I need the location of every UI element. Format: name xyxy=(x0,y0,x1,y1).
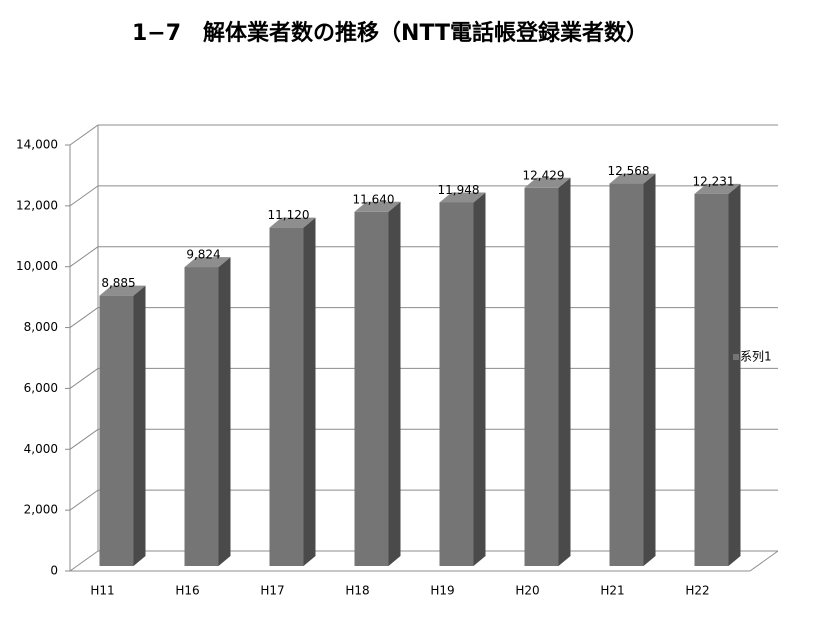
y-tick-label: 12,000 xyxy=(16,198,58,212)
bar-front xyxy=(694,193,729,567)
grid-line-diagonal xyxy=(69,124,99,146)
y-tick-label: 2,000 xyxy=(24,503,58,517)
y-tick-label: 8,000 xyxy=(24,320,58,334)
y-tick-label: 4,000 xyxy=(24,442,58,456)
chart-title: 1−7 解体業者数の推移（NTT電話帳登録業者数） xyxy=(132,20,648,46)
bar-top xyxy=(524,177,571,188)
bar-front xyxy=(99,295,134,566)
bar xyxy=(439,192,486,566)
bar-side xyxy=(558,177,571,566)
bar-top xyxy=(184,257,231,268)
grid-line-diagonal xyxy=(69,185,99,207)
grid-line-diagonal xyxy=(69,307,99,328)
bar-front xyxy=(524,187,559,566)
x-tick-label: H20 xyxy=(515,584,539,598)
bar-side xyxy=(728,183,741,567)
y-tick-label: 14,000 xyxy=(16,138,58,152)
bar xyxy=(524,177,571,566)
bar xyxy=(354,201,401,566)
bar-side xyxy=(643,173,656,566)
data-label: 11,120 xyxy=(268,208,310,222)
bar-side xyxy=(133,285,146,566)
y-tick-label: 6,000 xyxy=(24,381,58,395)
grid-line-diagonal xyxy=(69,428,99,450)
x-tick-label: H18 xyxy=(345,584,369,598)
floor-right xyxy=(749,550,779,572)
bar-top xyxy=(354,201,401,212)
data-label: 12,231 xyxy=(693,174,735,188)
bar xyxy=(99,285,146,566)
y-tick-label: 0 xyxy=(50,564,58,578)
bar-top xyxy=(439,192,486,203)
bar-front xyxy=(439,202,474,566)
bar-top xyxy=(694,183,741,194)
x-tick-label: H11 xyxy=(90,584,114,598)
bar-side xyxy=(473,192,486,566)
data-label: 11,640 xyxy=(353,192,395,206)
grid-line-diagonal xyxy=(69,246,99,268)
bar xyxy=(269,217,316,567)
bar-front xyxy=(354,211,389,566)
bar-side xyxy=(303,217,316,567)
bar-side xyxy=(388,201,401,566)
legend-label: 系列1 xyxy=(740,350,772,364)
bar-front xyxy=(609,183,644,566)
bar xyxy=(694,183,741,567)
data-label: 12,429 xyxy=(523,168,565,182)
grid-line-diagonal xyxy=(69,550,99,572)
x-tick-label: H17 xyxy=(260,584,284,598)
bar-top xyxy=(99,285,146,296)
x-tick-label: H16 xyxy=(175,584,199,598)
x-tick-label: H19 xyxy=(430,584,454,598)
data-label: 12,568 xyxy=(608,164,650,178)
bar-side xyxy=(218,257,231,566)
bar xyxy=(184,257,231,566)
data-label: 9,824 xyxy=(186,248,220,262)
data-label: 8,885 xyxy=(101,276,135,290)
bar xyxy=(609,173,656,566)
bar-front xyxy=(184,267,219,566)
y-tick-label: 10,000 xyxy=(16,259,58,273)
grid-line-diagonal xyxy=(69,489,99,511)
bar-top xyxy=(609,173,656,184)
grid-line-diagonal xyxy=(69,368,99,389)
x-tick-label: H21 xyxy=(600,584,624,598)
bar-front xyxy=(269,227,304,567)
bar-top xyxy=(269,217,316,228)
legend-marker xyxy=(733,354,739,360)
data-label: 11,948 xyxy=(438,183,480,197)
x-tick-label: H22 xyxy=(685,584,709,598)
